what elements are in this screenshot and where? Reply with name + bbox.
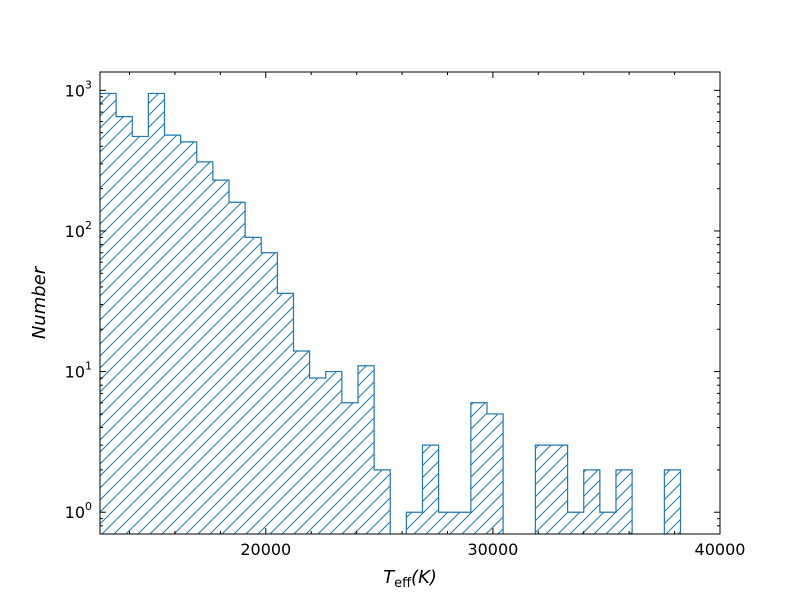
histogram-bar: [116, 116, 133, 534]
histogram-bar: [309, 378, 326, 534]
y-tick-label: 101: [65, 360, 92, 382]
histogram-bar: [325, 371, 342, 534]
histogram-bar: [148, 93, 165, 534]
histogram-bar: [583, 469, 600, 534]
histogram-bar: [567, 512, 584, 534]
histogram-bar: [357, 365, 375, 534]
bars-layer: [100, 92, 682, 534]
histogram-bar: [196, 161, 213, 534]
x-tick-label: 30000: [467, 540, 518, 559]
y-axis-label: Number: [29, 265, 50, 339]
y-tick-label: 102: [65, 219, 92, 241]
labels-layer: 20000 30000 40000 100 101 102 103: [65, 78, 746, 559]
histogram-bar: [341, 402, 358, 534]
histogram-bar: [535, 445, 552, 534]
histogram-bar: [228, 202, 246, 534]
plot-frame: [99, 71, 721, 535]
histogram-bar: [180, 141, 197, 534]
histogram-bar: [438, 512, 455, 534]
x-tick-label: 20000: [240, 540, 291, 559]
x-axis-label: Teff(K): [383, 567, 437, 591]
histogram-bar: [164, 135, 181, 534]
histogram-bar: [245, 237, 262, 534]
histogram-bar: [486, 413, 504, 534]
histogram-outline: [100, 92, 682, 534]
histogram-bar: [470, 402, 487, 534]
histogram-bar: [374, 469, 391, 534]
histogram-bar: [261, 252, 278, 534]
y-tick-label: 100: [65, 500, 92, 522]
histogram-bar: [277, 293, 294, 534]
x-tick-label: 40000: [695, 540, 746, 559]
ticks-layer: [100, 72, 721, 535]
histogram-bar: [422, 445, 439, 534]
y-tick-label: 103: [65, 78, 92, 100]
histogram-bar: [599, 512, 616, 534]
histogram-bar: [212, 180, 229, 534]
histogram-bar: [132, 136, 149, 534]
histogram-bar: [664, 469, 681, 534]
histogram-bar: [615, 469, 633, 534]
histogram-bar: [100, 93, 117, 534]
histogram-bar: [454, 512, 471, 534]
histogram-bar: [551, 445, 568, 534]
histogram-bar: [406, 512, 423, 534]
histogram-bar: [293, 351, 310, 534]
